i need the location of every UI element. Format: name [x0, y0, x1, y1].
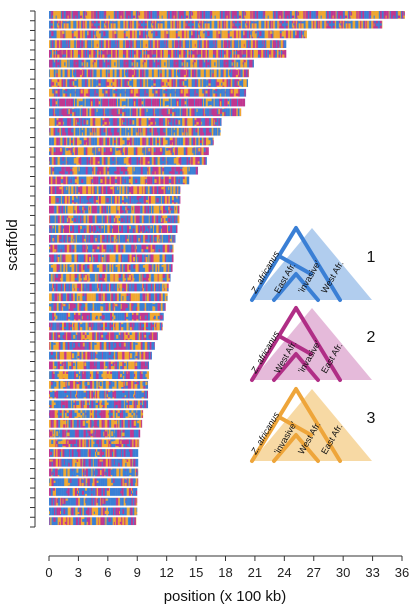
tree-background: [252, 308, 372, 380]
x-tick-label: 9: [134, 565, 141, 580]
scaffold-bar: [49, 30, 307, 39]
scaffold-bar: [49, 88, 247, 97]
x-tick-label: 12: [159, 565, 173, 580]
scaffold-bar: [49, 361, 150, 370]
x-axis: 0 3 6 9 12 15 18 21 24 27 30 33 36 position (x 100 k…: [45, 555, 409, 605]
scaffold-bar: [49, 108, 242, 117]
y-axis-title: scaffold: [4, 219, 21, 270]
x-tick-label: 15: [189, 565, 203, 580]
scaffold-bar: [49, 419, 143, 428]
scaffold-bar: [49, 449, 139, 457]
x-tick-label: 18: [218, 565, 232, 580]
x-axis-title: position (x 100 kb): [164, 588, 287, 605]
x-axis-ticks: 0 3 6 9 12 15 18 21 24 27 30 33 36: [45, 556, 409, 580]
scaffold-bar: [49, 380, 149, 389]
scaffold-bar: [49, 40, 287, 48]
x-tick-label: 36: [395, 565, 409, 580]
scaffold-bar: [49, 439, 140, 448]
scaffold-bar: [49, 410, 144, 418]
scaffold-bar: [49, 322, 163, 331]
scaffold-bar: [49, 390, 149, 399]
topology-number: 1: [367, 249, 376, 266]
tree-background: [252, 389, 372, 461]
scaffold-bar: [49, 20, 383, 29]
scaffold-bar: [49, 186, 181, 195]
scaffold-bar: [49, 176, 190, 185]
tree-branches: [250, 306, 342, 382]
scaffold-bar: [49, 195, 181, 204]
scaffold-bar: [49, 517, 137, 526]
scaffold-bar: [49, 157, 207, 165]
scaffold-bar: [49, 478, 139, 487]
scaffold-bar: [49, 225, 178, 233]
topology-tree-3: Z. africanus'invasive'West Afr.East Afr.…: [249, 387, 376, 463]
x-tick-label: 0: [45, 565, 52, 580]
topology-number: 3: [367, 410, 376, 427]
scaffold-bars: [49, 11, 405, 526]
scaffold-bar: [49, 215, 180, 224]
x-tick-label: 3: [75, 565, 82, 580]
scaffold-bar: [49, 264, 173, 272]
scaffold-bar: [49, 49, 287, 58]
x-tick-label: 24: [277, 565, 291, 580]
scaffold-bar: [49, 127, 221, 136]
x-tick-label: 6: [104, 565, 111, 580]
scaffold-bar: [49, 137, 214, 146]
scaffold-bar: [49, 332, 158, 341]
topology-number: 2: [367, 329, 376, 346]
scaffold-bar: [49, 254, 174, 263]
scaffold-bar: [49, 312, 164, 321]
scaffold-bar: [49, 234, 176, 243]
tree-branches: [250, 387, 342, 463]
scaffold-bar: [49, 98, 246, 107]
scaffold-bar: [49, 488, 138, 496]
x-tick-label: 21: [248, 565, 262, 580]
scaffold-bar: [49, 118, 222, 126]
y-axis: scaffold: [4, 10, 36, 528]
scaffold-bar: [49, 283, 169, 292]
scaffold-bar: [49, 79, 249, 87]
scaffold-bar: [49, 293, 168, 302]
scaffold-bar: [49, 11, 405, 19]
x-tick-label: 27: [307, 565, 321, 580]
scaffold-bar: [49, 351, 152, 360]
x-tick-label: 33: [365, 565, 379, 580]
tree-background: [252, 228, 372, 300]
scaffold-bar: [49, 371, 150, 380]
scaffold-bar: [49, 147, 209, 156]
scaffold-bar: [49, 429, 141, 438]
scaffold-bar: [49, 507, 138, 516]
scaffold-bar: [49, 69, 250, 78]
scaffold-bar: [49, 342, 155, 350]
scaffold-bar: [49, 273, 171, 282]
scaffold-bar: [49, 497, 138, 506]
scaffold-bar: [49, 244, 174, 253]
scaffold-bar: [49, 59, 254, 68]
scaffold-bar: [49, 468, 139, 477]
scaffold-bar: [49, 205, 180, 214]
scaffold-bar: [49, 166, 199, 175]
tree-branches: [250, 226, 342, 302]
scaffold-bar: [49, 400, 149, 409]
x-tick-label: 30: [336, 565, 350, 580]
y-axis-ticks: [30, 10, 35, 528]
scaffold-bar: [49, 458, 139, 467]
scaffold-bar: [49, 303, 166, 311]
